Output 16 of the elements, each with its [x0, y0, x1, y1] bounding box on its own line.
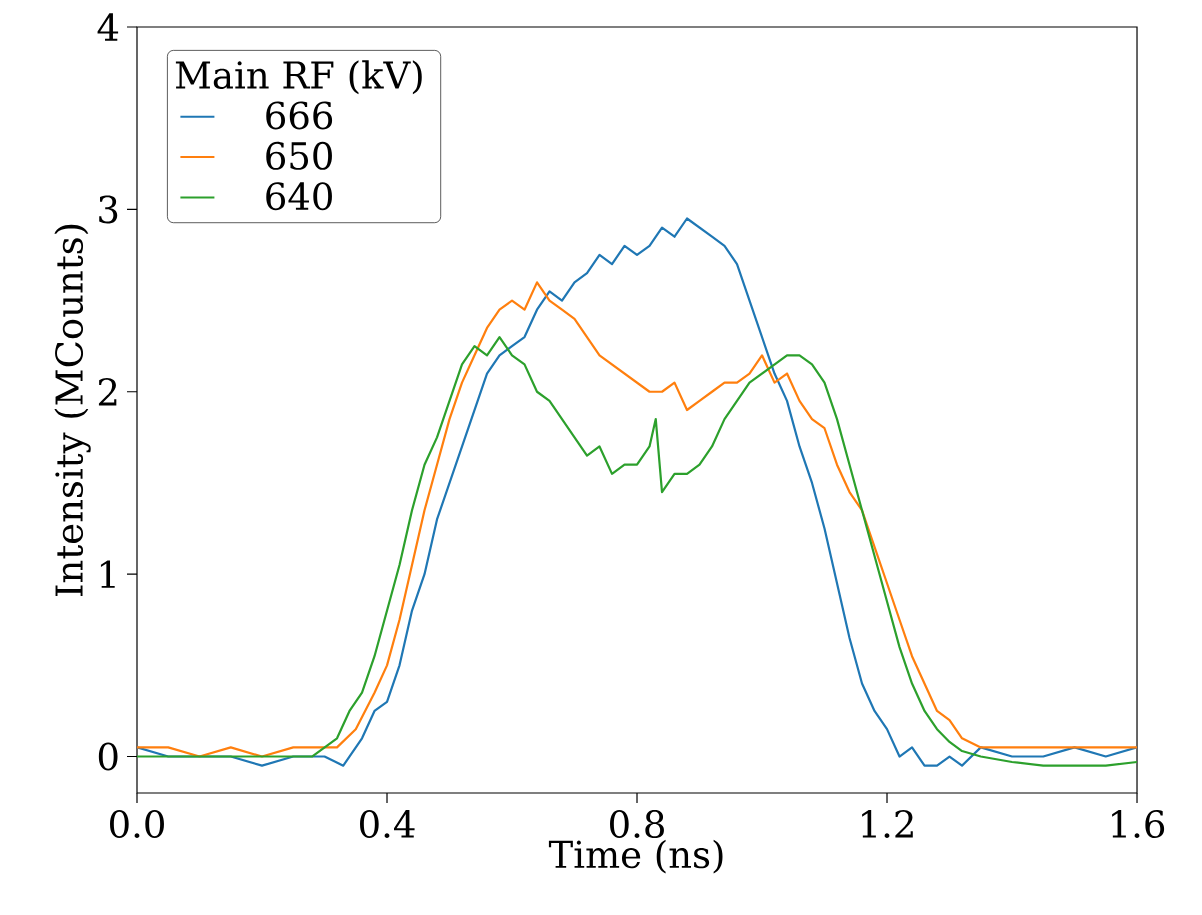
- y-tick-label: 3: [99, 195, 118, 224]
- x-axis-title: Time (ns): [548, 839, 723, 874]
- x-tick-label: 1.6: [1112, 810, 1165, 839]
- legend-label: 666: [266, 101, 333, 130]
- y-tick-label: 4: [97, 13, 119, 41]
- y-tick-label: 0: [98, 742, 118, 771]
- legend-title: Main RF (kV): [175, 60, 422, 95]
- y-tick-label: 1: [100, 560, 115, 588]
- x-tick-label: 0.8: [610, 810, 664, 839]
- y-axis-title: Intensity (MCounts): [54, 224, 91, 597]
- x-tick-label: 0.0: [110, 810, 164, 839]
- x-tick-label: 1.2: [862, 810, 913, 839]
- y-tick-label: 2: [98, 378, 117, 406]
- legend-label: 640: [266, 182, 332, 211]
- x-tick-label: 0.4: [360, 810, 415, 839]
- legend-label: 650: [266, 141, 332, 170]
